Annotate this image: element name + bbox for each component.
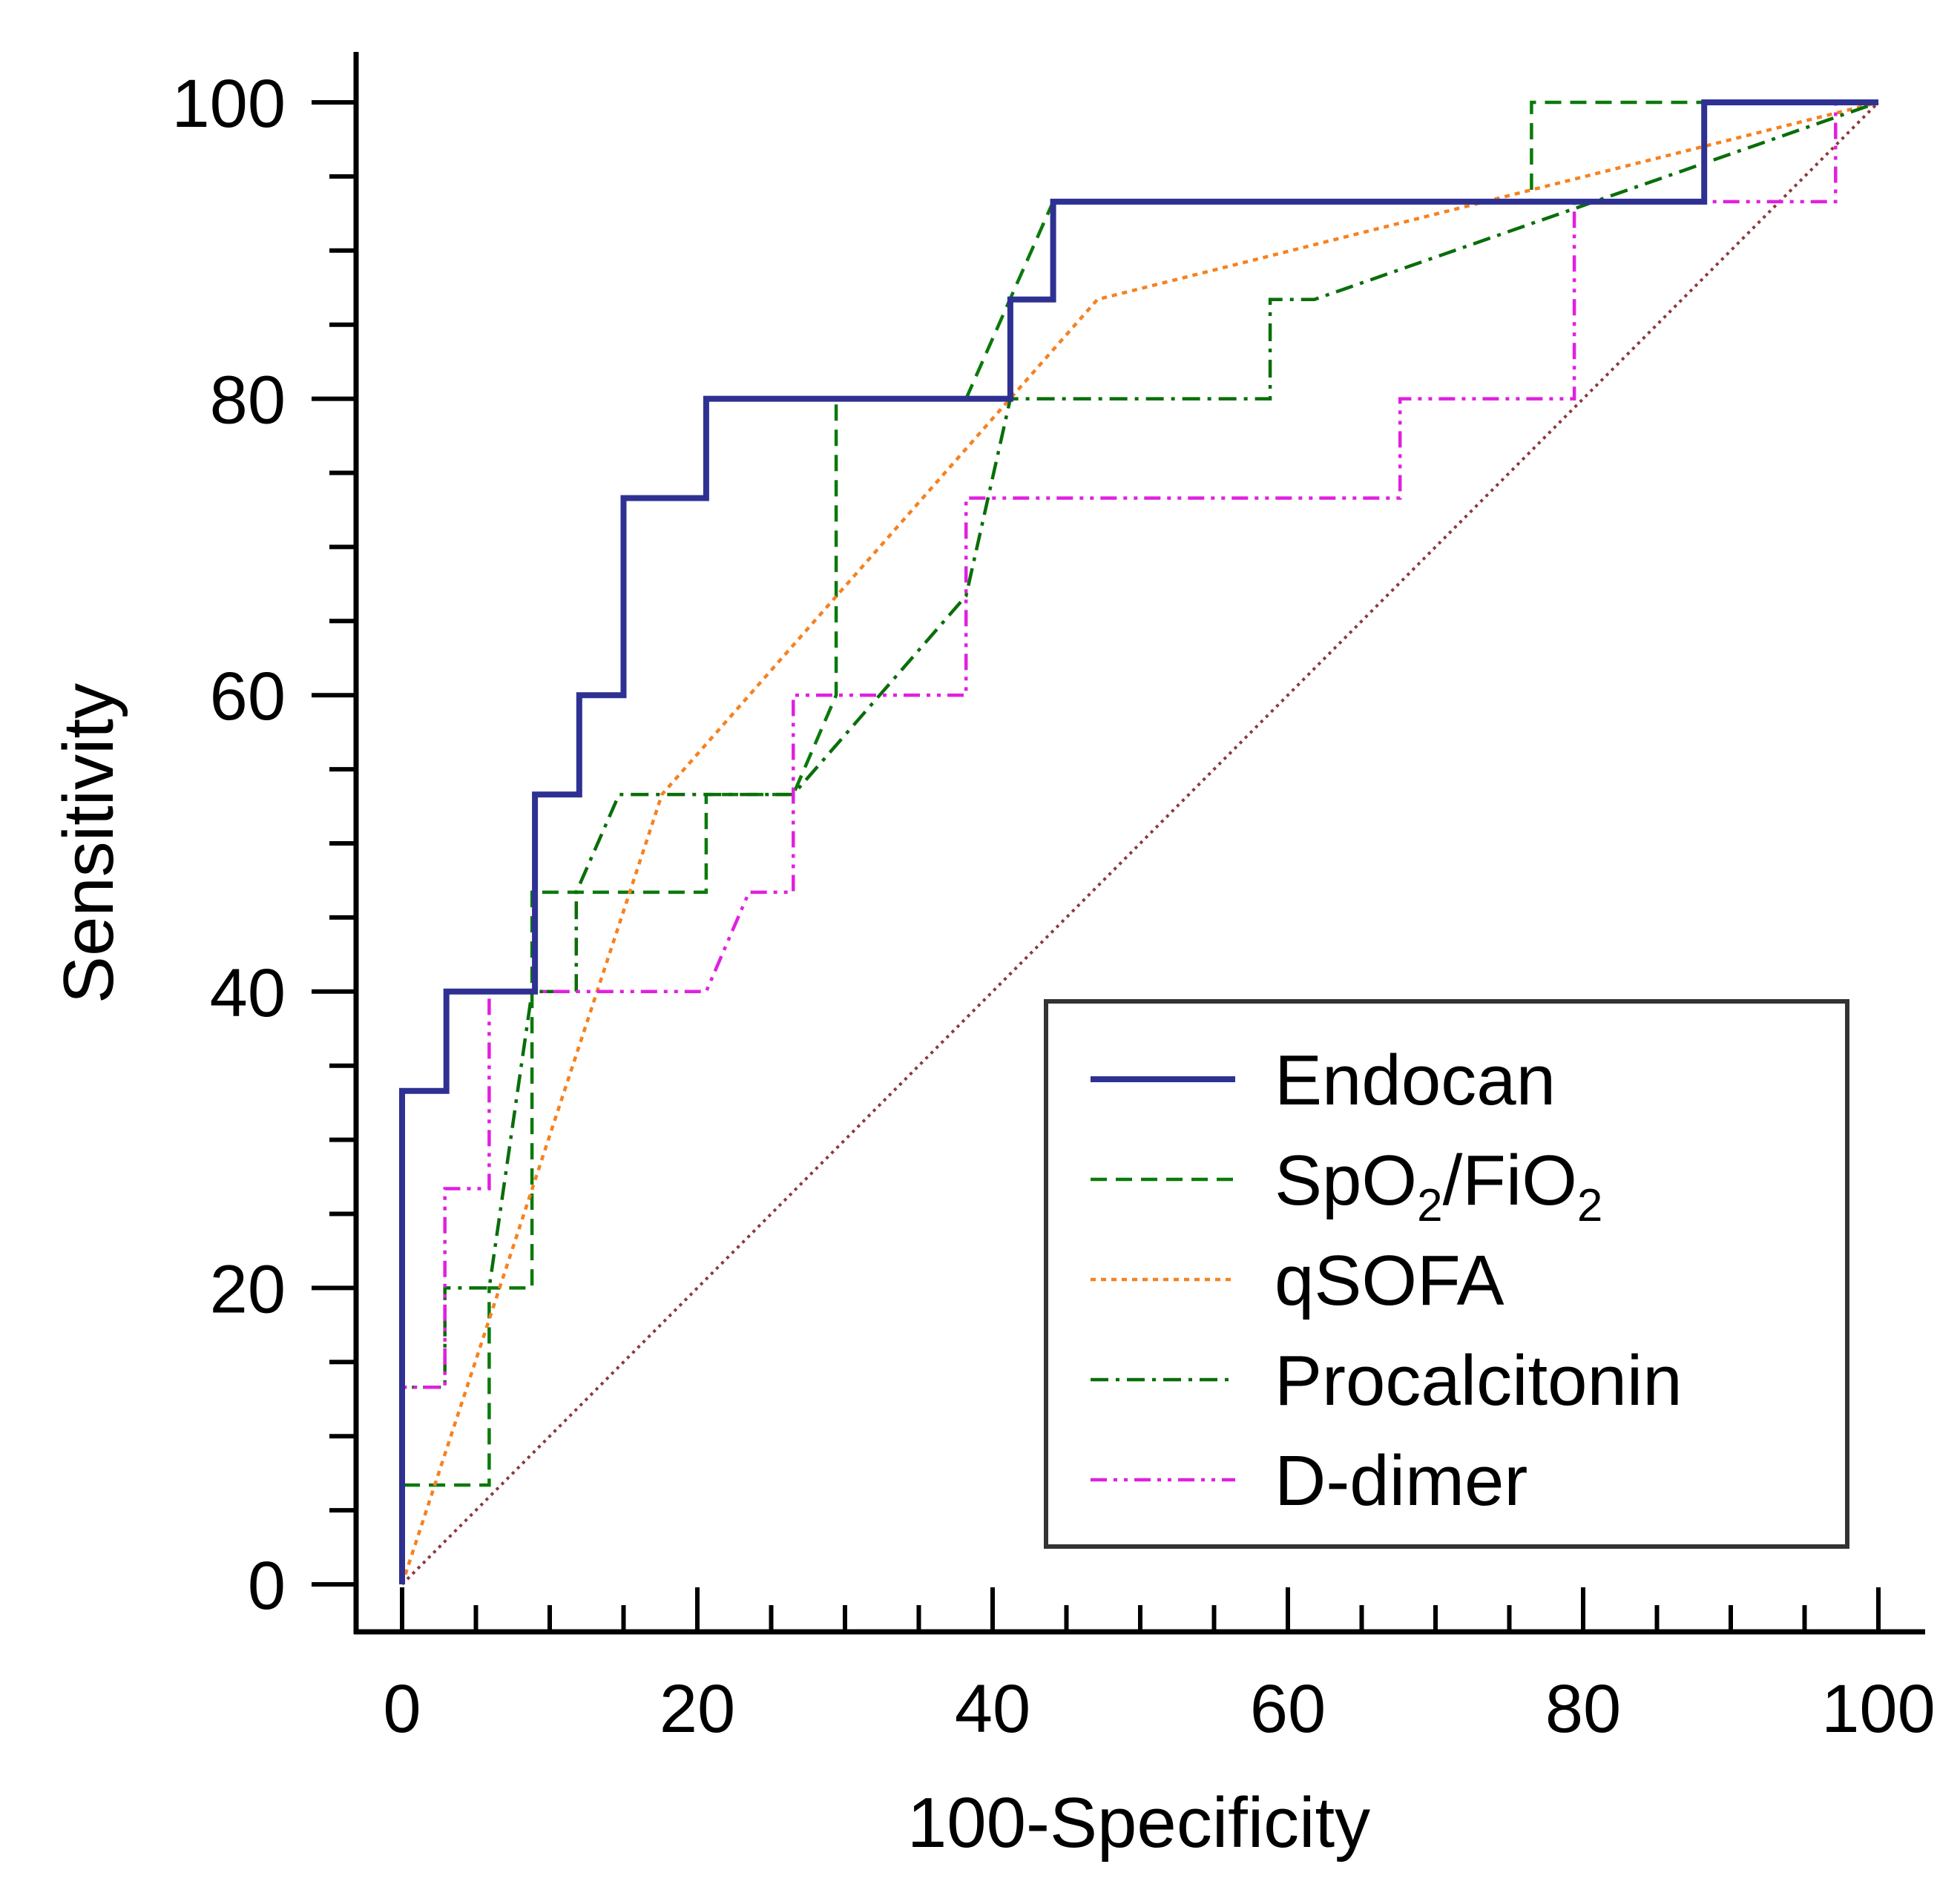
x-axis-title: 100-Specificity xyxy=(907,1783,1370,1863)
y-tick-label: 40 xyxy=(210,955,286,1031)
legend-label: SpO2/FiO2 xyxy=(1275,1141,1602,1231)
series-line-procalcitonin xyxy=(400,100,1879,1584)
y-tick-label: 100 xyxy=(172,66,286,142)
x-tick-label: 80 xyxy=(1545,1671,1621,1747)
x-tick-label: 0 xyxy=(383,1671,421,1747)
y-tick-label: 0 xyxy=(248,1548,286,1624)
x-tick-label: 100 xyxy=(1821,1671,1936,1747)
y-tick-labels: 0 20 40 60 80 100 xyxy=(172,66,286,1624)
legend: Endocan SpO2/FiO2 qSOFA Procalcitonin D-dime… xyxy=(1044,999,1849,1549)
y-tick-label: 20 xyxy=(210,1251,286,1327)
y-axis-title: Sensitivity xyxy=(49,683,128,1004)
legend-box xyxy=(1044,999,1849,1549)
x-tick-label: 60 xyxy=(1250,1671,1326,1747)
x-tick-label: 20 xyxy=(660,1671,735,1747)
axis-ticks xyxy=(312,100,1881,1632)
y-tick-label: 60 xyxy=(210,659,286,734)
legend-label: D-dimer xyxy=(1275,1441,1527,1521)
legend-label: Endocan xyxy=(1275,1041,1556,1120)
x-tick-label: 40 xyxy=(955,1671,1030,1747)
y-tick-label: 80 xyxy=(210,363,286,438)
series-line-endocan xyxy=(399,99,1878,1584)
x-tick-labels: 0 20 40 60 80 100 xyxy=(383,1671,1935,1747)
series-layer xyxy=(399,99,1879,1585)
legend-label: qSOFA xyxy=(1275,1241,1504,1320)
legend-label: Procalcitonin xyxy=(1275,1341,1683,1420)
